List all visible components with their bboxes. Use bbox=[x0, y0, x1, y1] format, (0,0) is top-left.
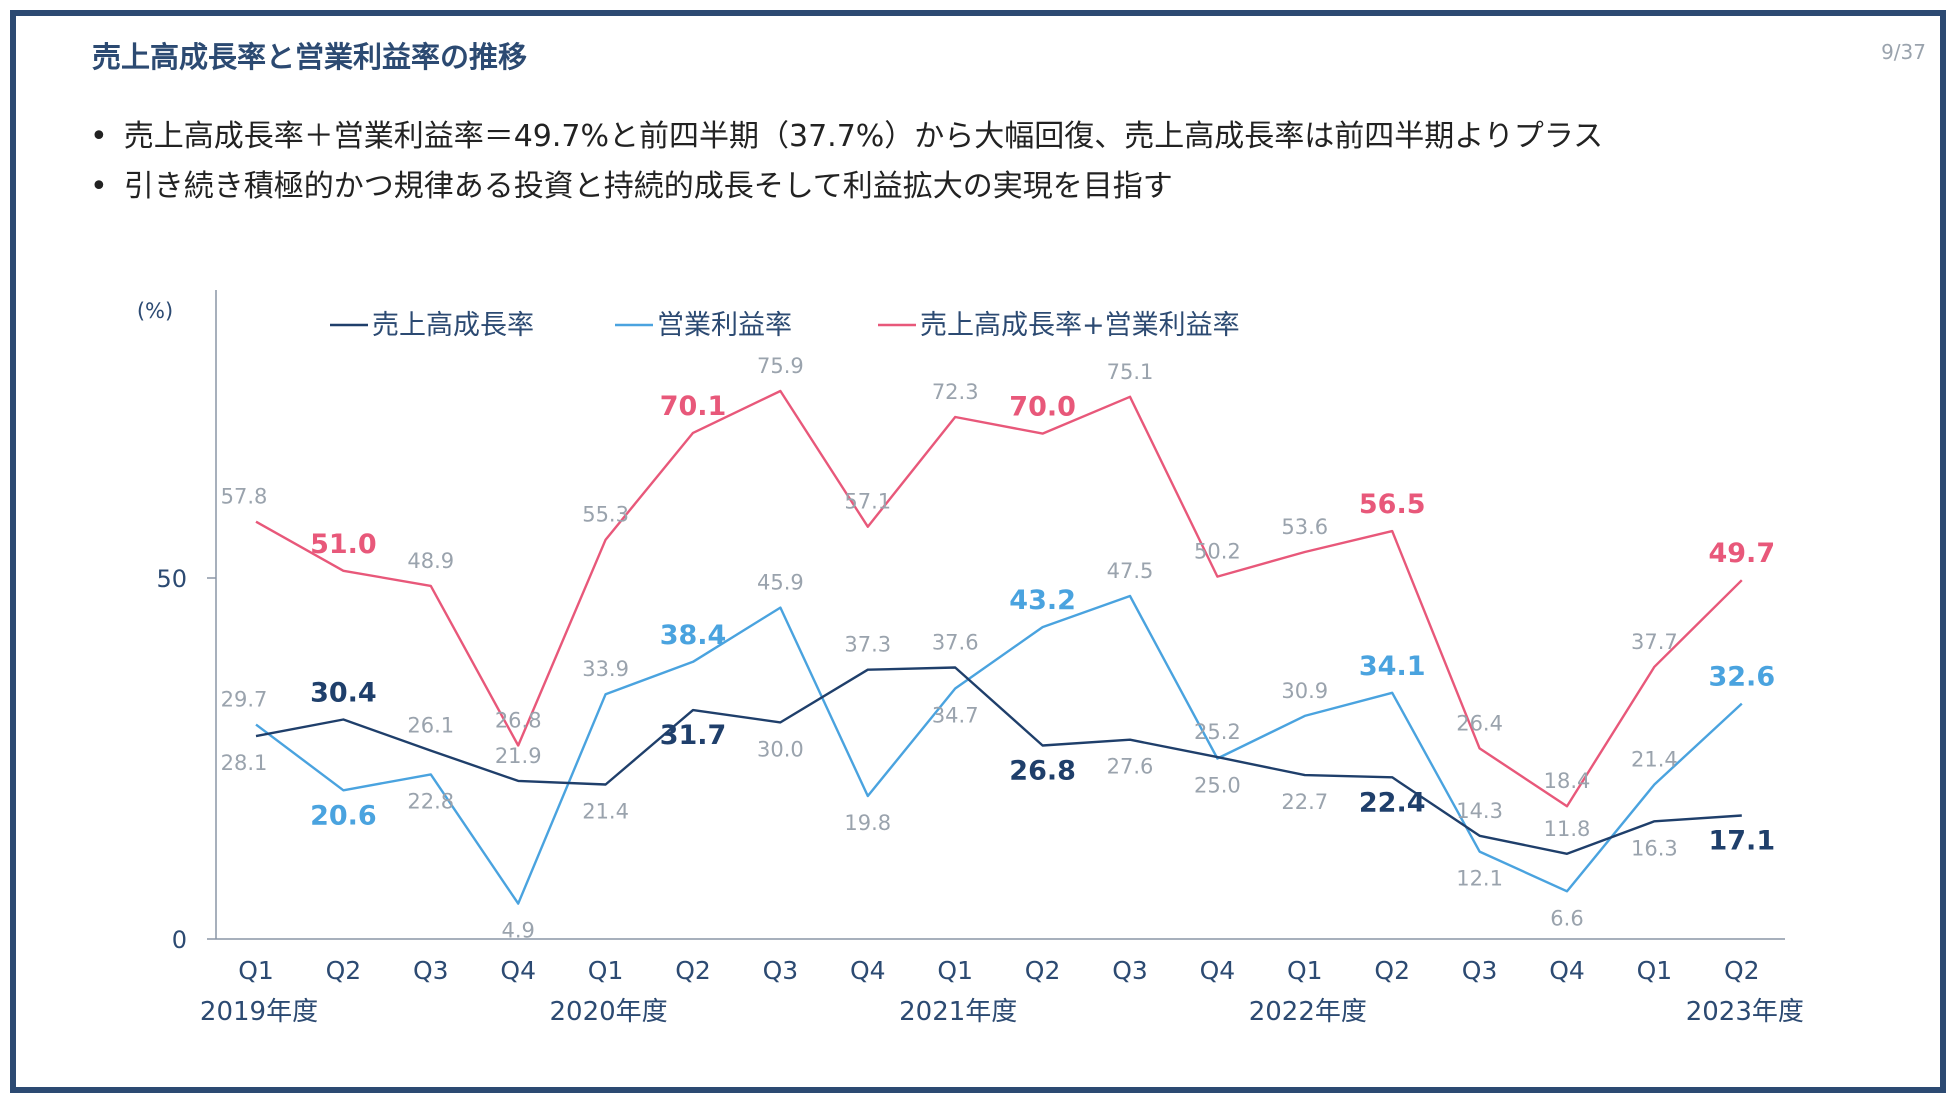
x-tick-label: Q2 bbox=[1724, 956, 1760, 985]
legend-label-margin: 営業利益率 bbox=[657, 310, 792, 341]
data-label-margin: 6.6 bbox=[1550, 906, 1583, 930]
series-line-growth bbox=[255, 666, 1742, 855]
legend-label-total: 売上高成長率+営業利益率 bbox=[920, 310, 1240, 341]
data-label-margin: 45.9 bbox=[757, 571, 804, 595]
x-tick-label: Q4 bbox=[500, 956, 536, 985]
data-label-margin: 32.6 bbox=[1708, 662, 1775, 693]
data-label-margin: 19.8 bbox=[844, 811, 891, 835]
data-label-total: 72.3 bbox=[932, 380, 979, 404]
year-label: 2020年度 bbox=[550, 997, 668, 1027]
data-label-margin: 20.6 bbox=[310, 800, 377, 831]
series-line-total bbox=[255, 389, 1743, 808]
x-tick-label: Q3 bbox=[1462, 956, 1498, 985]
bullet-item: 売上高成長率＋営業利益率＝49.7%と前四半期（37.7%）から大幅回復、売上高… bbox=[90, 112, 1603, 162]
data-label-total: 56.5 bbox=[1359, 489, 1426, 520]
bullet-item: 引き続き積極的かつ規律ある投資と持続的成長そして利益拡大の実現を目指す bbox=[90, 162, 1603, 212]
x-tick-label: Q3 bbox=[1112, 956, 1148, 985]
x-tick-label: Q1 bbox=[1637, 956, 1673, 985]
y-tick-label: 50 bbox=[156, 565, 187, 593]
data-label-margin: 30.9 bbox=[1281, 679, 1328, 703]
data-label-growth: 21.9 bbox=[495, 744, 542, 768]
data-label-growth: 21.4 bbox=[582, 799, 629, 823]
data-label-total: 57.8 bbox=[221, 485, 268, 509]
data-label-total: 70.0 bbox=[1009, 392, 1076, 423]
data-label-growth: 22.4 bbox=[1359, 787, 1426, 818]
data-label-growth: 30.0 bbox=[757, 737, 804, 761]
page-title: 売上高成長率と営業利益率の推移 bbox=[92, 40, 528, 74]
legend-label-growth: 売上高成長率 bbox=[372, 310, 534, 341]
x-tick-label: Q4 bbox=[850, 956, 886, 985]
data-label-total: 75.1 bbox=[1107, 360, 1154, 384]
data-label-margin: 12.1 bbox=[1456, 867, 1503, 891]
data-label-growth: 14.3 bbox=[1456, 799, 1503, 823]
data-label-margin: 25.0 bbox=[1194, 774, 1241, 798]
data-label-total: 75.9 bbox=[757, 354, 804, 378]
data-label-growth: 31.7 bbox=[660, 720, 727, 751]
x-tick-label: Q2 bbox=[1025, 956, 1061, 985]
data-label-total: 50.2 bbox=[1194, 540, 1241, 564]
x-tick-label: Q3 bbox=[763, 956, 799, 985]
data-label-total: 70.1 bbox=[660, 391, 727, 422]
data-label-total: 26.8 bbox=[495, 709, 542, 733]
data-label-margin: 38.4 bbox=[660, 620, 727, 651]
data-label-total: 37.7 bbox=[1631, 630, 1678, 654]
data-label-margin: 47.5 bbox=[1107, 559, 1154, 583]
data-label-margin: 43.2 bbox=[1009, 585, 1076, 616]
x-tick-label: Q2 bbox=[1374, 956, 1410, 985]
data-label-total: 26.4 bbox=[1456, 711, 1503, 735]
year-label: 2021年度 bbox=[899, 997, 1017, 1027]
x-tick-label: Q2 bbox=[326, 956, 362, 985]
x-tick-label: Q3 bbox=[413, 956, 449, 985]
data-label-growth: 30.4 bbox=[310, 678, 377, 709]
data-label-growth: 25.2 bbox=[1194, 720, 1241, 744]
bullet-list: 売上高成長率＋営業利益率＝49.7%と前四半期（37.7%）から大幅回復、売上高… bbox=[90, 112, 1603, 212]
data-label-total: 18.4 bbox=[1544, 769, 1591, 793]
page-number: 9/37 bbox=[1881, 40, 1926, 64]
year-label: 2022年度 bbox=[1249, 997, 1367, 1027]
data-label-growth: 16.3 bbox=[1631, 836, 1678, 860]
data-label-growth: 37.6 bbox=[932, 631, 979, 655]
y-tick-label: 0 bbox=[172, 926, 187, 954]
data-label-growth: 26.1 bbox=[407, 714, 454, 738]
slide-frame bbox=[10, 10, 1946, 1093]
data-label-margin: 22.8 bbox=[407, 789, 454, 813]
data-label-total: 53.6 bbox=[1281, 515, 1328, 539]
data-label-margin: 4.9 bbox=[501, 919, 534, 943]
data-label-total: 51.0 bbox=[310, 529, 377, 560]
data-label-total: 49.7 bbox=[1708, 538, 1775, 569]
x-tick-label: Q1 bbox=[937, 956, 973, 985]
x-tick-label: Q4 bbox=[1200, 956, 1236, 985]
data-label-margin: 34.1 bbox=[1359, 651, 1426, 682]
series-line-margin bbox=[255, 594, 1743, 905]
data-label-margin: 29.7 bbox=[221, 688, 268, 712]
data-label-total: 55.3 bbox=[582, 503, 629, 527]
data-label-growth: 37.3 bbox=[844, 633, 891, 657]
data-label-margin: 21.4 bbox=[1631, 747, 1678, 771]
x-tick-label: Q1 bbox=[1287, 956, 1323, 985]
data-label-margin: 33.9 bbox=[582, 657, 629, 681]
year-label: 2019年度 bbox=[200, 997, 318, 1027]
data-label-margin: 34.7 bbox=[932, 703, 979, 727]
y-unit-label: (%) bbox=[137, 299, 173, 323]
x-tick-label: Q1 bbox=[238, 956, 274, 985]
data-label-growth: 26.8 bbox=[1009, 756, 1076, 787]
x-tick-label: Q4 bbox=[1549, 956, 1585, 985]
data-label-growth: 28.1 bbox=[221, 751, 268, 775]
x-tick-label: Q2 bbox=[675, 956, 711, 985]
year-label: 2023年度 bbox=[1686, 997, 1804, 1027]
data-label-growth: 11.8 bbox=[1544, 817, 1591, 841]
x-tick-label: Q1 bbox=[588, 956, 624, 985]
data-label-growth: 17.1 bbox=[1708, 826, 1775, 857]
data-label-growth: 22.7 bbox=[1281, 790, 1328, 814]
data-label-total: 48.9 bbox=[407, 549, 454, 573]
data-label-growth: 27.6 bbox=[1107, 755, 1154, 779]
data-label-total: 57.1 bbox=[844, 490, 891, 514]
